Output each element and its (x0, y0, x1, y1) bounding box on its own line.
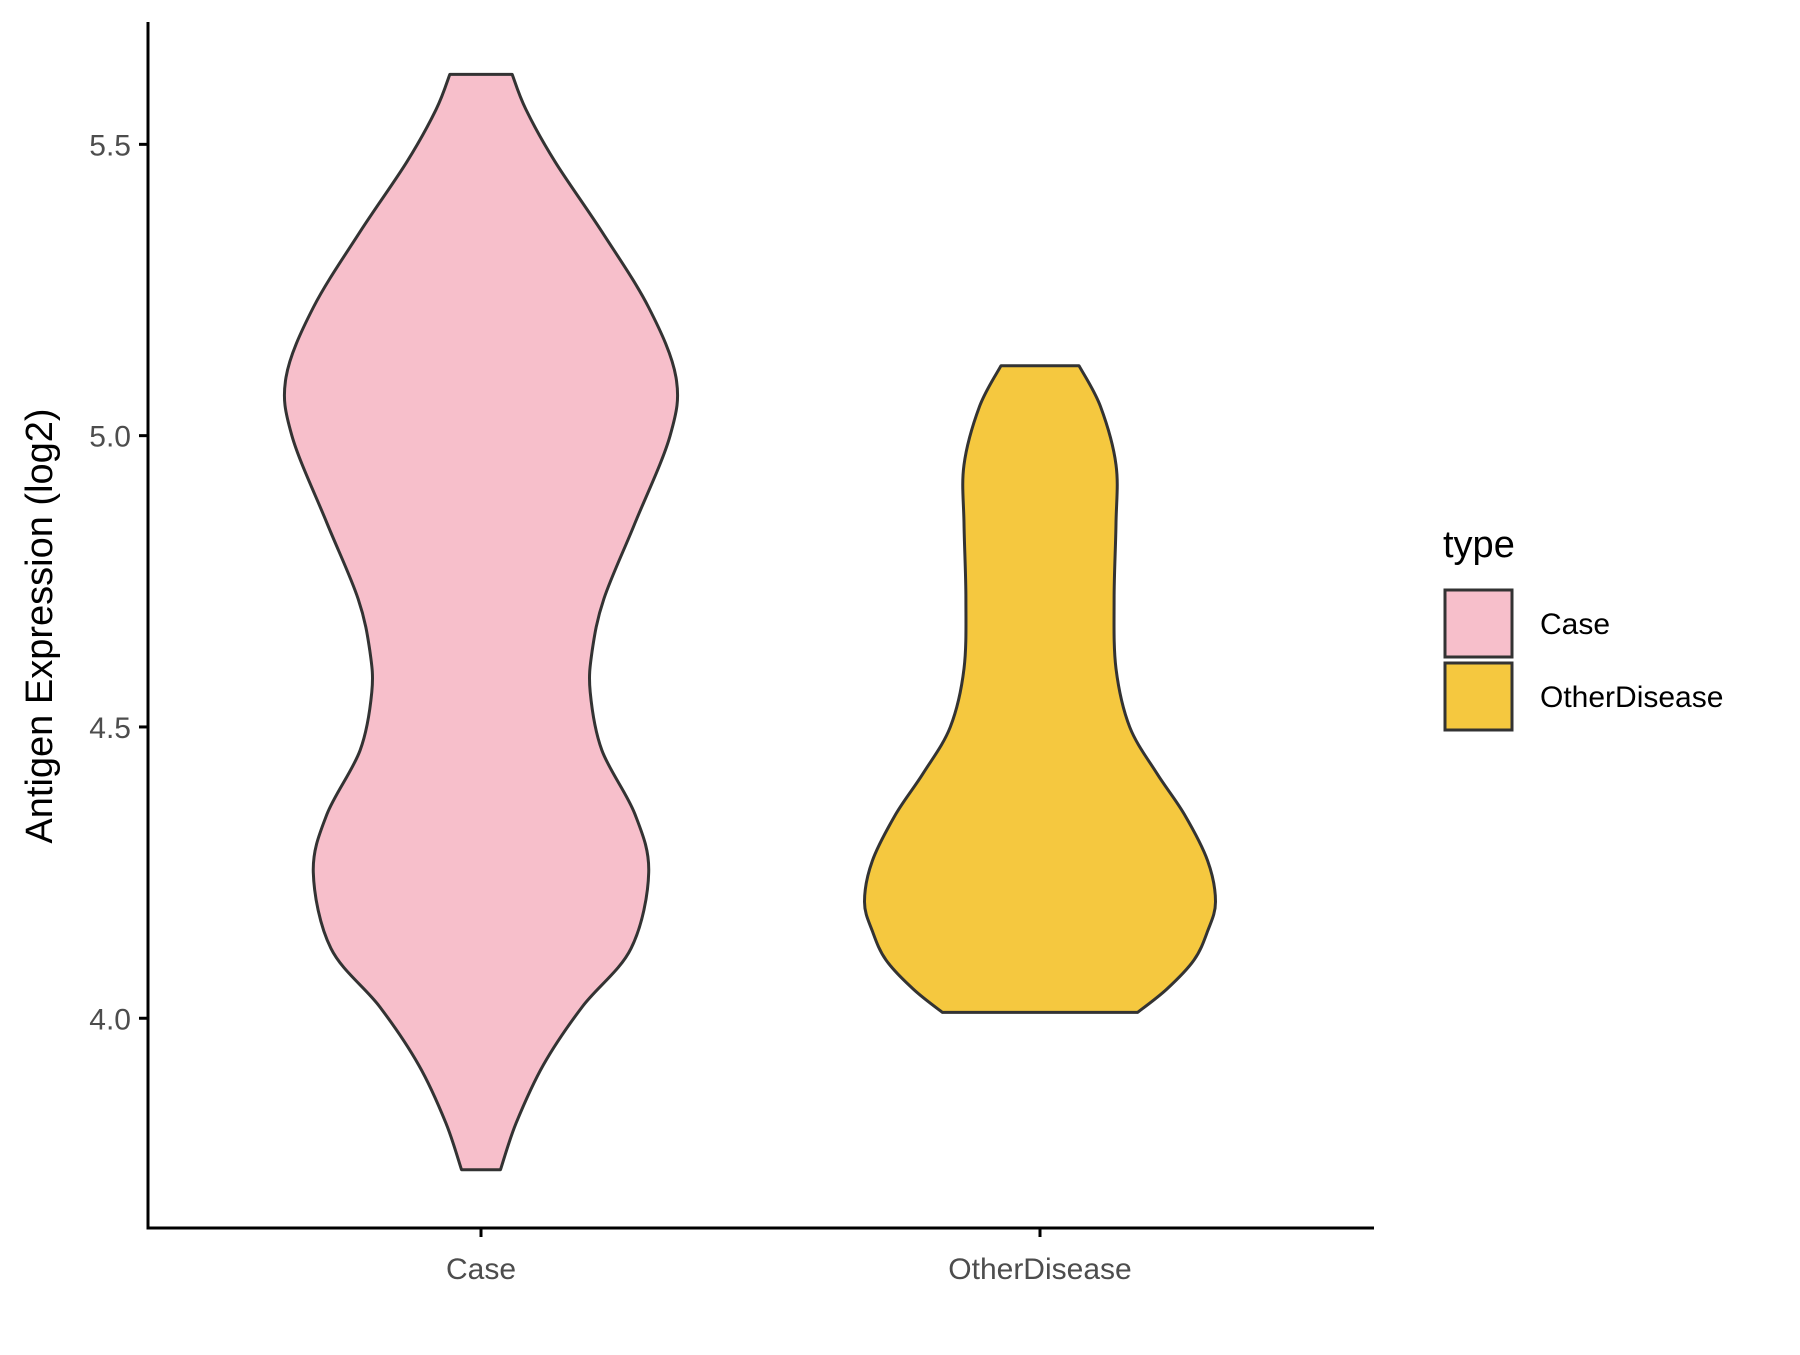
legend-title: type (1443, 524, 1515, 566)
y-axis-title: Antigen Expression (log2) (19, 408, 61, 843)
y-tick-label: 4.5 (89, 712, 131, 745)
violin-case (282, 72, 680, 1172)
violin-otherdisease (863, 364, 1217, 1014)
x-tick-label: OtherDisease (948, 1253, 1131, 1286)
y-ticks-group: 4.0 4.5 5.0 5.5 (89, 129, 148, 1036)
axes-group (146, 22, 1374, 1230)
y-tick-label: 5.5 (89, 129, 131, 162)
legend-label: OtherDisease (1540, 681, 1723, 714)
y-tick-label: 4.0 (89, 1003, 131, 1036)
x-tick-label: Case (446, 1253, 516, 1286)
x-ticks-group: Case OtherDisease (446, 1228, 1132, 1286)
legend-swatch-case (1443, 588, 1514, 659)
legend-label: Case (1540, 608, 1610, 641)
legend: type Case OtherDisease (1443, 524, 1723, 732)
y-tick-label: 5.0 (89, 421, 131, 454)
violin-group (282, 72, 1217, 1172)
legend-swatch-otherdisease (1443, 661, 1514, 732)
